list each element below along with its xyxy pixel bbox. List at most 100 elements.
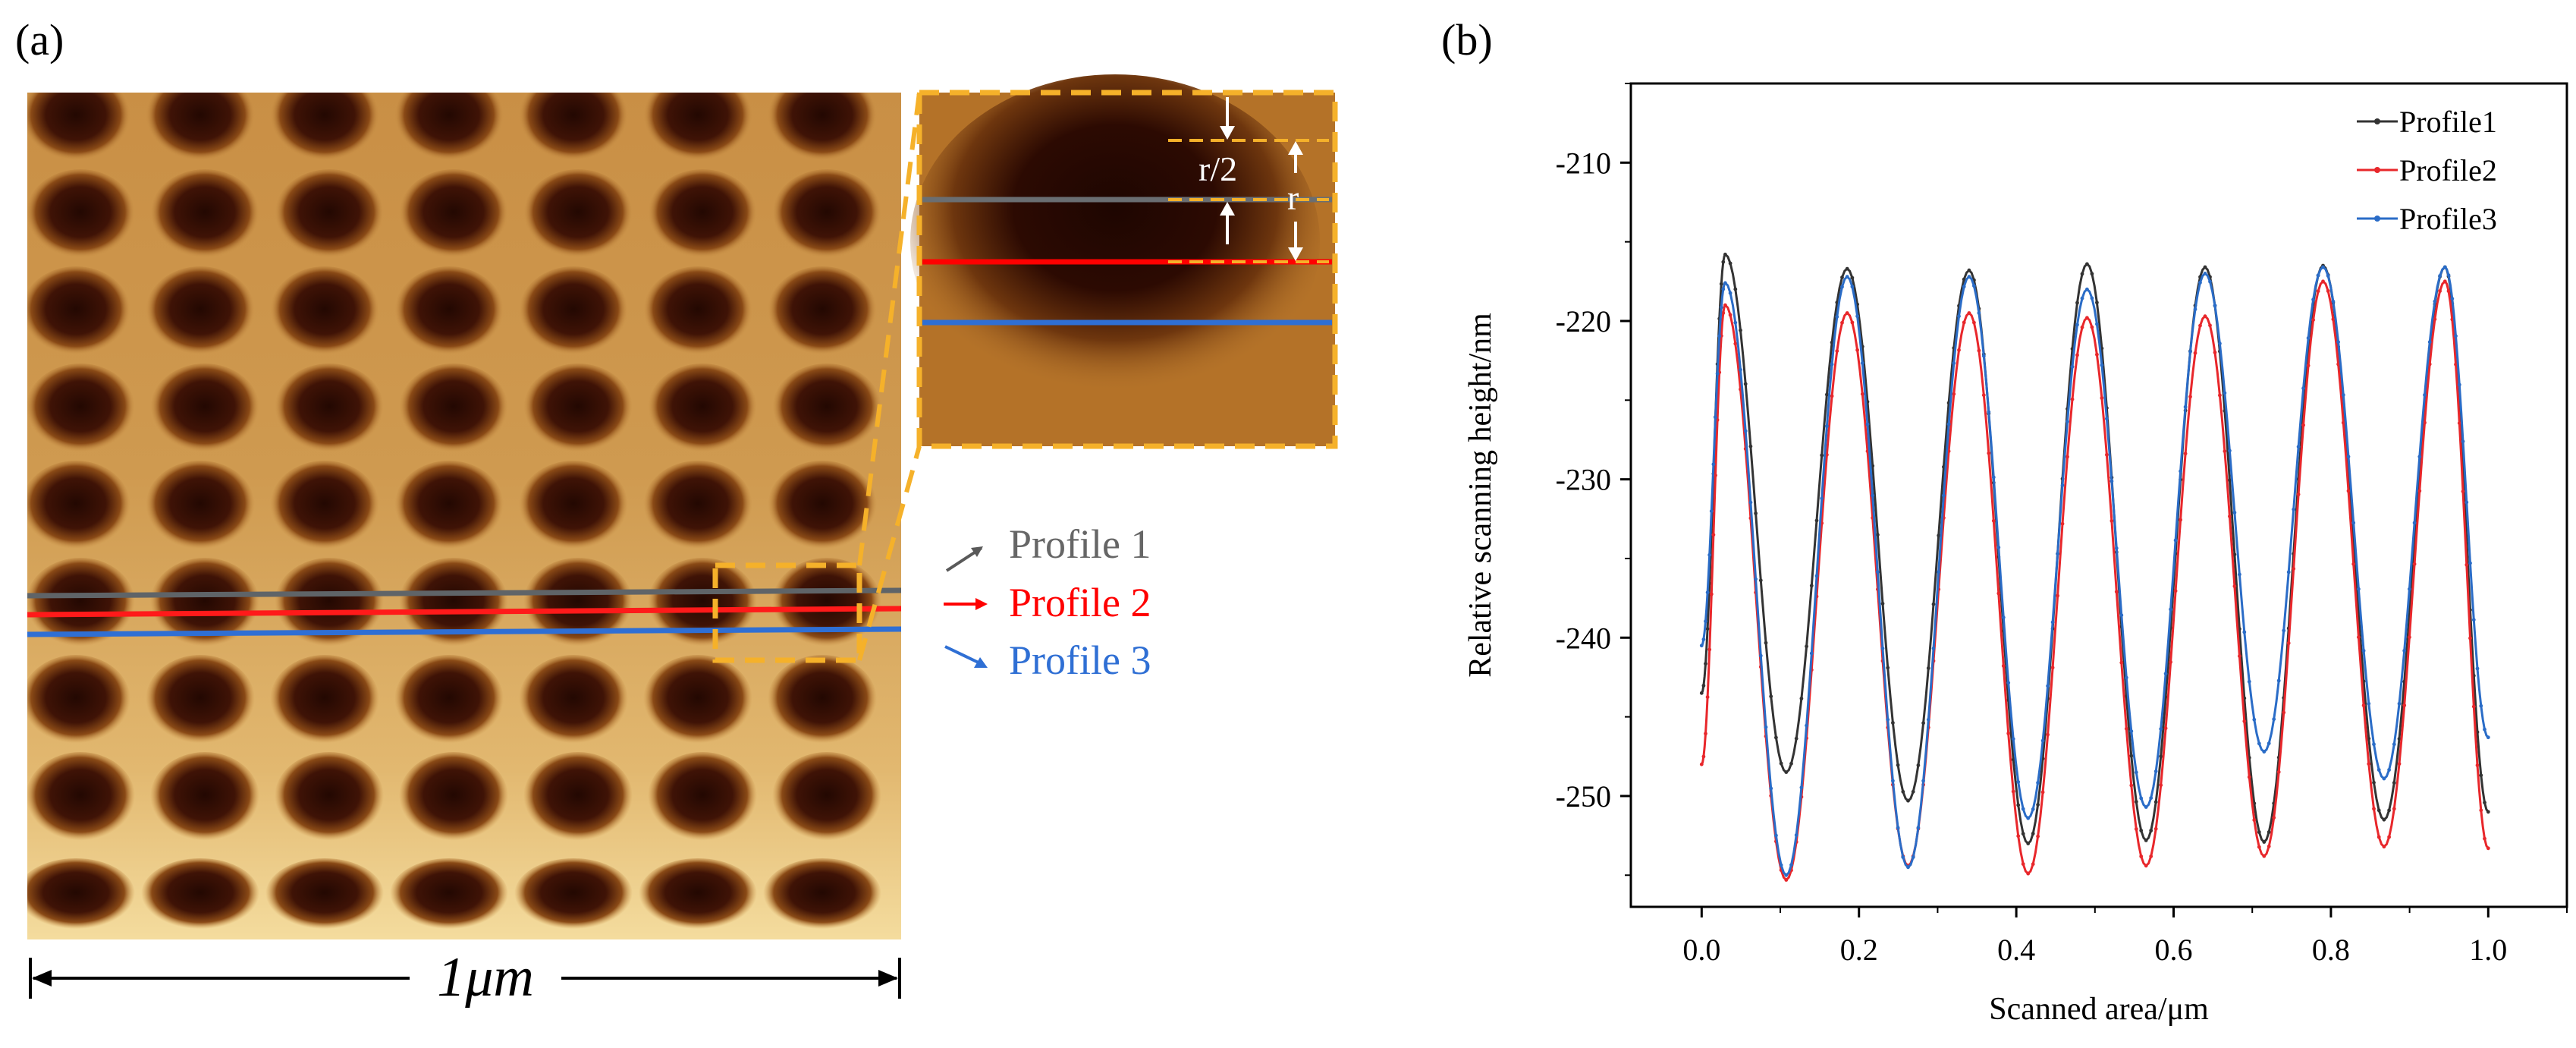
- data-point: [2232, 511, 2237, 515]
- data-point: [2433, 299, 2437, 304]
- data-point: [2036, 834, 2040, 839]
- data-point: [2090, 272, 2094, 276]
- legend-label: Profile2: [2399, 153, 2497, 187]
- data-point: [1962, 320, 1966, 325]
- profile-1-line: [27, 587, 902, 599]
- legend-label: Profile3: [2399, 202, 2497, 236]
- data-point: [1921, 779, 1925, 783]
- afm-pit: [150, 169, 259, 260]
- data-point: [2392, 807, 2396, 811]
- data-point: [2301, 423, 2305, 427]
- data-point: [1825, 392, 1829, 397]
- data-point: [1764, 725, 1768, 729]
- data-point: [1721, 311, 1726, 315]
- data-point: [2433, 317, 2437, 322]
- data-point: [2483, 836, 2486, 841]
- data-point: [1733, 287, 1738, 291]
- data-point: [1715, 372, 1720, 376]
- data-point: [1871, 493, 1875, 498]
- data-point: [2475, 763, 2480, 767]
- data-point: [2282, 710, 2286, 715]
- data-point: [2031, 807, 2035, 811]
- data-point: [2085, 287, 2089, 291]
- afm-pit: [768, 461, 877, 552]
- data-point: [2040, 790, 2045, 795]
- data-point: [2016, 780, 2021, 784]
- data-point: [1967, 275, 1971, 279]
- data-point: [1891, 721, 1895, 725]
- data-point: [2001, 664, 2006, 668]
- data-point: [2382, 817, 2386, 822]
- data-point: [1967, 268, 1971, 272]
- data-point: [2232, 552, 2237, 557]
- data-point: [2450, 297, 2455, 301]
- afm-pit: [643, 93, 752, 163]
- data-point: [2011, 789, 2015, 794]
- data-point: [2149, 829, 2153, 832]
- data-point: [2331, 317, 2336, 322]
- data-point: [2257, 845, 2261, 849]
- data-point: [1769, 694, 1773, 699]
- data-point: [2159, 727, 2163, 731]
- data-point: [1977, 348, 1981, 353]
- data-point: [2011, 737, 2015, 741]
- data-point: [1748, 444, 1753, 448]
- data-point: [1967, 311, 1971, 315]
- data-point: [1701, 637, 1706, 641]
- afm-pit: [27, 363, 135, 455]
- data-point: [2119, 613, 2124, 618]
- afm-pit: [643, 266, 752, 357]
- data-point: [1739, 328, 1742, 332]
- data-point: [1704, 662, 1707, 666]
- data-point: [2257, 741, 2261, 746]
- data-point: [1835, 315, 1839, 319]
- data-point: [1799, 697, 1804, 700]
- data-point: [1952, 392, 1956, 396]
- data-point: [1769, 786, 1773, 791]
- data-point: [1981, 393, 1986, 398]
- data-point: [1886, 666, 1890, 670]
- data-point: [2223, 391, 2227, 395]
- data-point: [2203, 265, 2207, 269]
- afm-pit: [763, 858, 881, 931]
- data-point: [1916, 763, 1921, 767]
- data-point: [2139, 796, 2144, 801]
- data-point: [1931, 647, 1936, 650]
- data-point: [2252, 818, 2257, 822]
- data-point: [1733, 341, 1738, 346]
- afm-pit: [772, 169, 881, 260]
- profile-1-label: Profile 1: [1009, 521, 1151, 567]
- panel-b-chart: (b) 0.0 0.2 0.4 0.6 0.8 1.0 -210 -220 -230 -240 -2…: [1441, 15, 2568, 1027]
- data-point: [1705, 627, 1710, 631]
- afm-pit: [394, 266, 504, 357]
- data-point: [1962, 277, 1966, 282]
- data-point: [2149, 796, 2153, 800]
- data-point: [1723, 281, 1727, 285]
- data-point: [1906, 865, 1910, 870]
- profile-3-label: Profile 3: [1009, 637, 1151, 683]
- data-point: [1714, 474, 1717, 477]
- data-point: [2011, 757, 2015, 762]
- data-point: [2392, 742, 2396, 747]
- data-point: [2066, 455, 2069, 459]
- data-point: [1714, 415, 1717, 420]
- data-point: [2075, 301, 2079, 305]
- data-point: [2377, 808, 2381, 813]
- data-point: [1996, 591, 2001, 596]
- afm-pit: [519, 93, 628, 163]
- data-point: [1748, 500, 1753, 505]
- data-point: [2442, 265, 2447, 269]
- afm-pit: [275, 752, 384, 843]
- afm-pit: [648, 752, 757, 843]
- data-point: [1931, 602, 1936, 606]
- data-point: [1977, 311, 1981, 315]
- data-point: [2346, 489, 2351, 493]
- data-point: [1840, 285, 1844, 289]
- data-point: [2134, 827, 2138, 831]
- data-point: [2198, 281, 2202, 285]
- panel-a-label: (a): [15, 15, 64, 65]
- data-point: [2026, 816, 2031, 820]
- data-point: [2066, 420, 2069, 423]
- legend-marker: [2374, 216, 2380, 222]
- data-point: [1850, 320, 1855, 325]
